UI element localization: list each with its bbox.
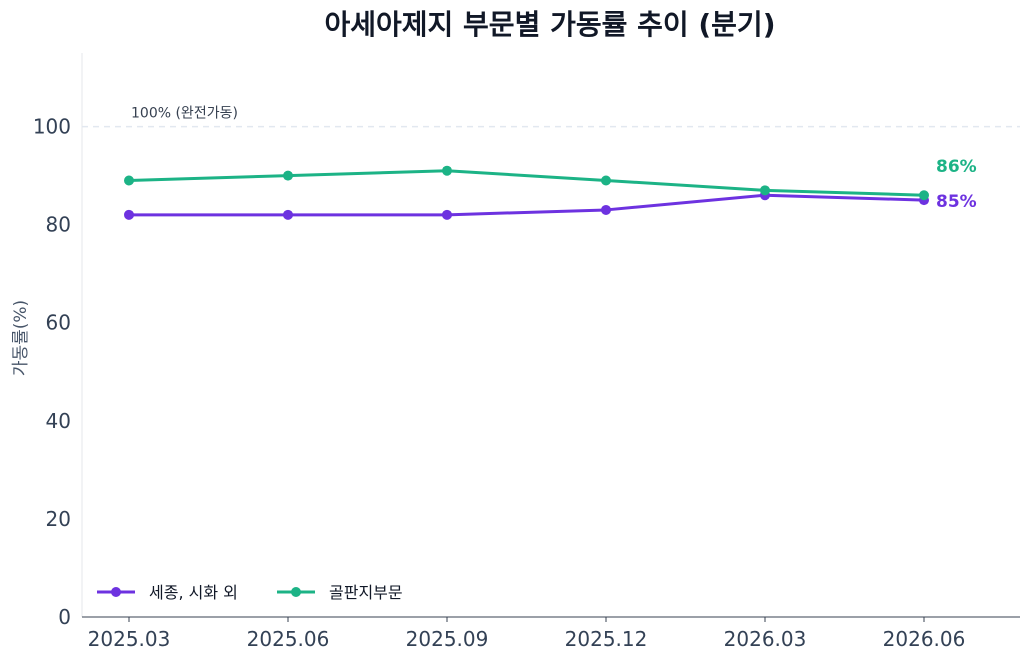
- x-tick-label: 2025.09: [406, 627, 489, 651]
- series-line: [128, 169, 925, 197]
- x-tick-label: 2026.06: [883, 627, 966, 651]
- chart-title: 아세아제지 부문별 가동률 추이 (분기): [325, 8, 776, 41]
- end-value-label: 86%: [936, 157, 977, 177]
- y-tick-label: 0: [58, 605, 71, 629]
- legend-swatch-marker: [291, 587, 301, 597]
- x-tick-label: 2025.12: [565, 627, 648, 651]
- data-point: [601, 204, 611, 215]
- legend-label: 세종, 시화 외: [149, 583, 238, 602]
- series-layer: [124, 165, 929, 220]
- data-point: [442, 165, 452, 176]
- legend-label: 골판지부문: [329, 583, 403, 602]
- end-labels: 85% 86%: [936, 157, 977, 212]
- data-point: [283, 170, 293, 181]
- y-axis-label: 가동률(%): [11, 300, 31, 376]
- data-point: [442, 209, 452, 220]
- data-point: [760, 185, 770, 196]
- data-point: [283, 209, 293, 220]
- end-value-label: 85%: [936, 192, 977, 212]
- y-tick-label: 60: [46, 311, 71, 335]
- legend-swatch-marker: [111, 587, 121, 597]
- data-point: [124, 209, 134, 220]
- y-tick-label: 20: [46, 507, 71, 531]
- y-tick-label: 100: [33, 115, 71, 139]
- data-point: [124, 175, 134, 186]
- data-point: [919, 190, 929, 201]
- x-tick-label: 2025.03: [88, 627, 171, 651]
- axes: 0 20 40 60 80 100 2025.03 2025.06 2025.09 2025.12…: [33, 53, 1020, 651]
- x-tick-label: 2025.06: [247, 627, 330, 651]
- reference-line-group: 100% (완전가동): [82, 106, 1020, 128]
- y-tick-label: 40: [46, 409, 71, 433]
- y-tick-label: 80: [46, 213, 71, 237]
- reference-line-label: 100% (완전가동): [131, 106, 238, 122]
- legend: 세종, 시화 외 골판지부문: [97, 583, 403, 602]
- data-point: [601, 175, 611, 186]
- x-tick-label: 2026.03: [724, 627, 807, 651]
- series-line: [129, 193, 925, 217]
